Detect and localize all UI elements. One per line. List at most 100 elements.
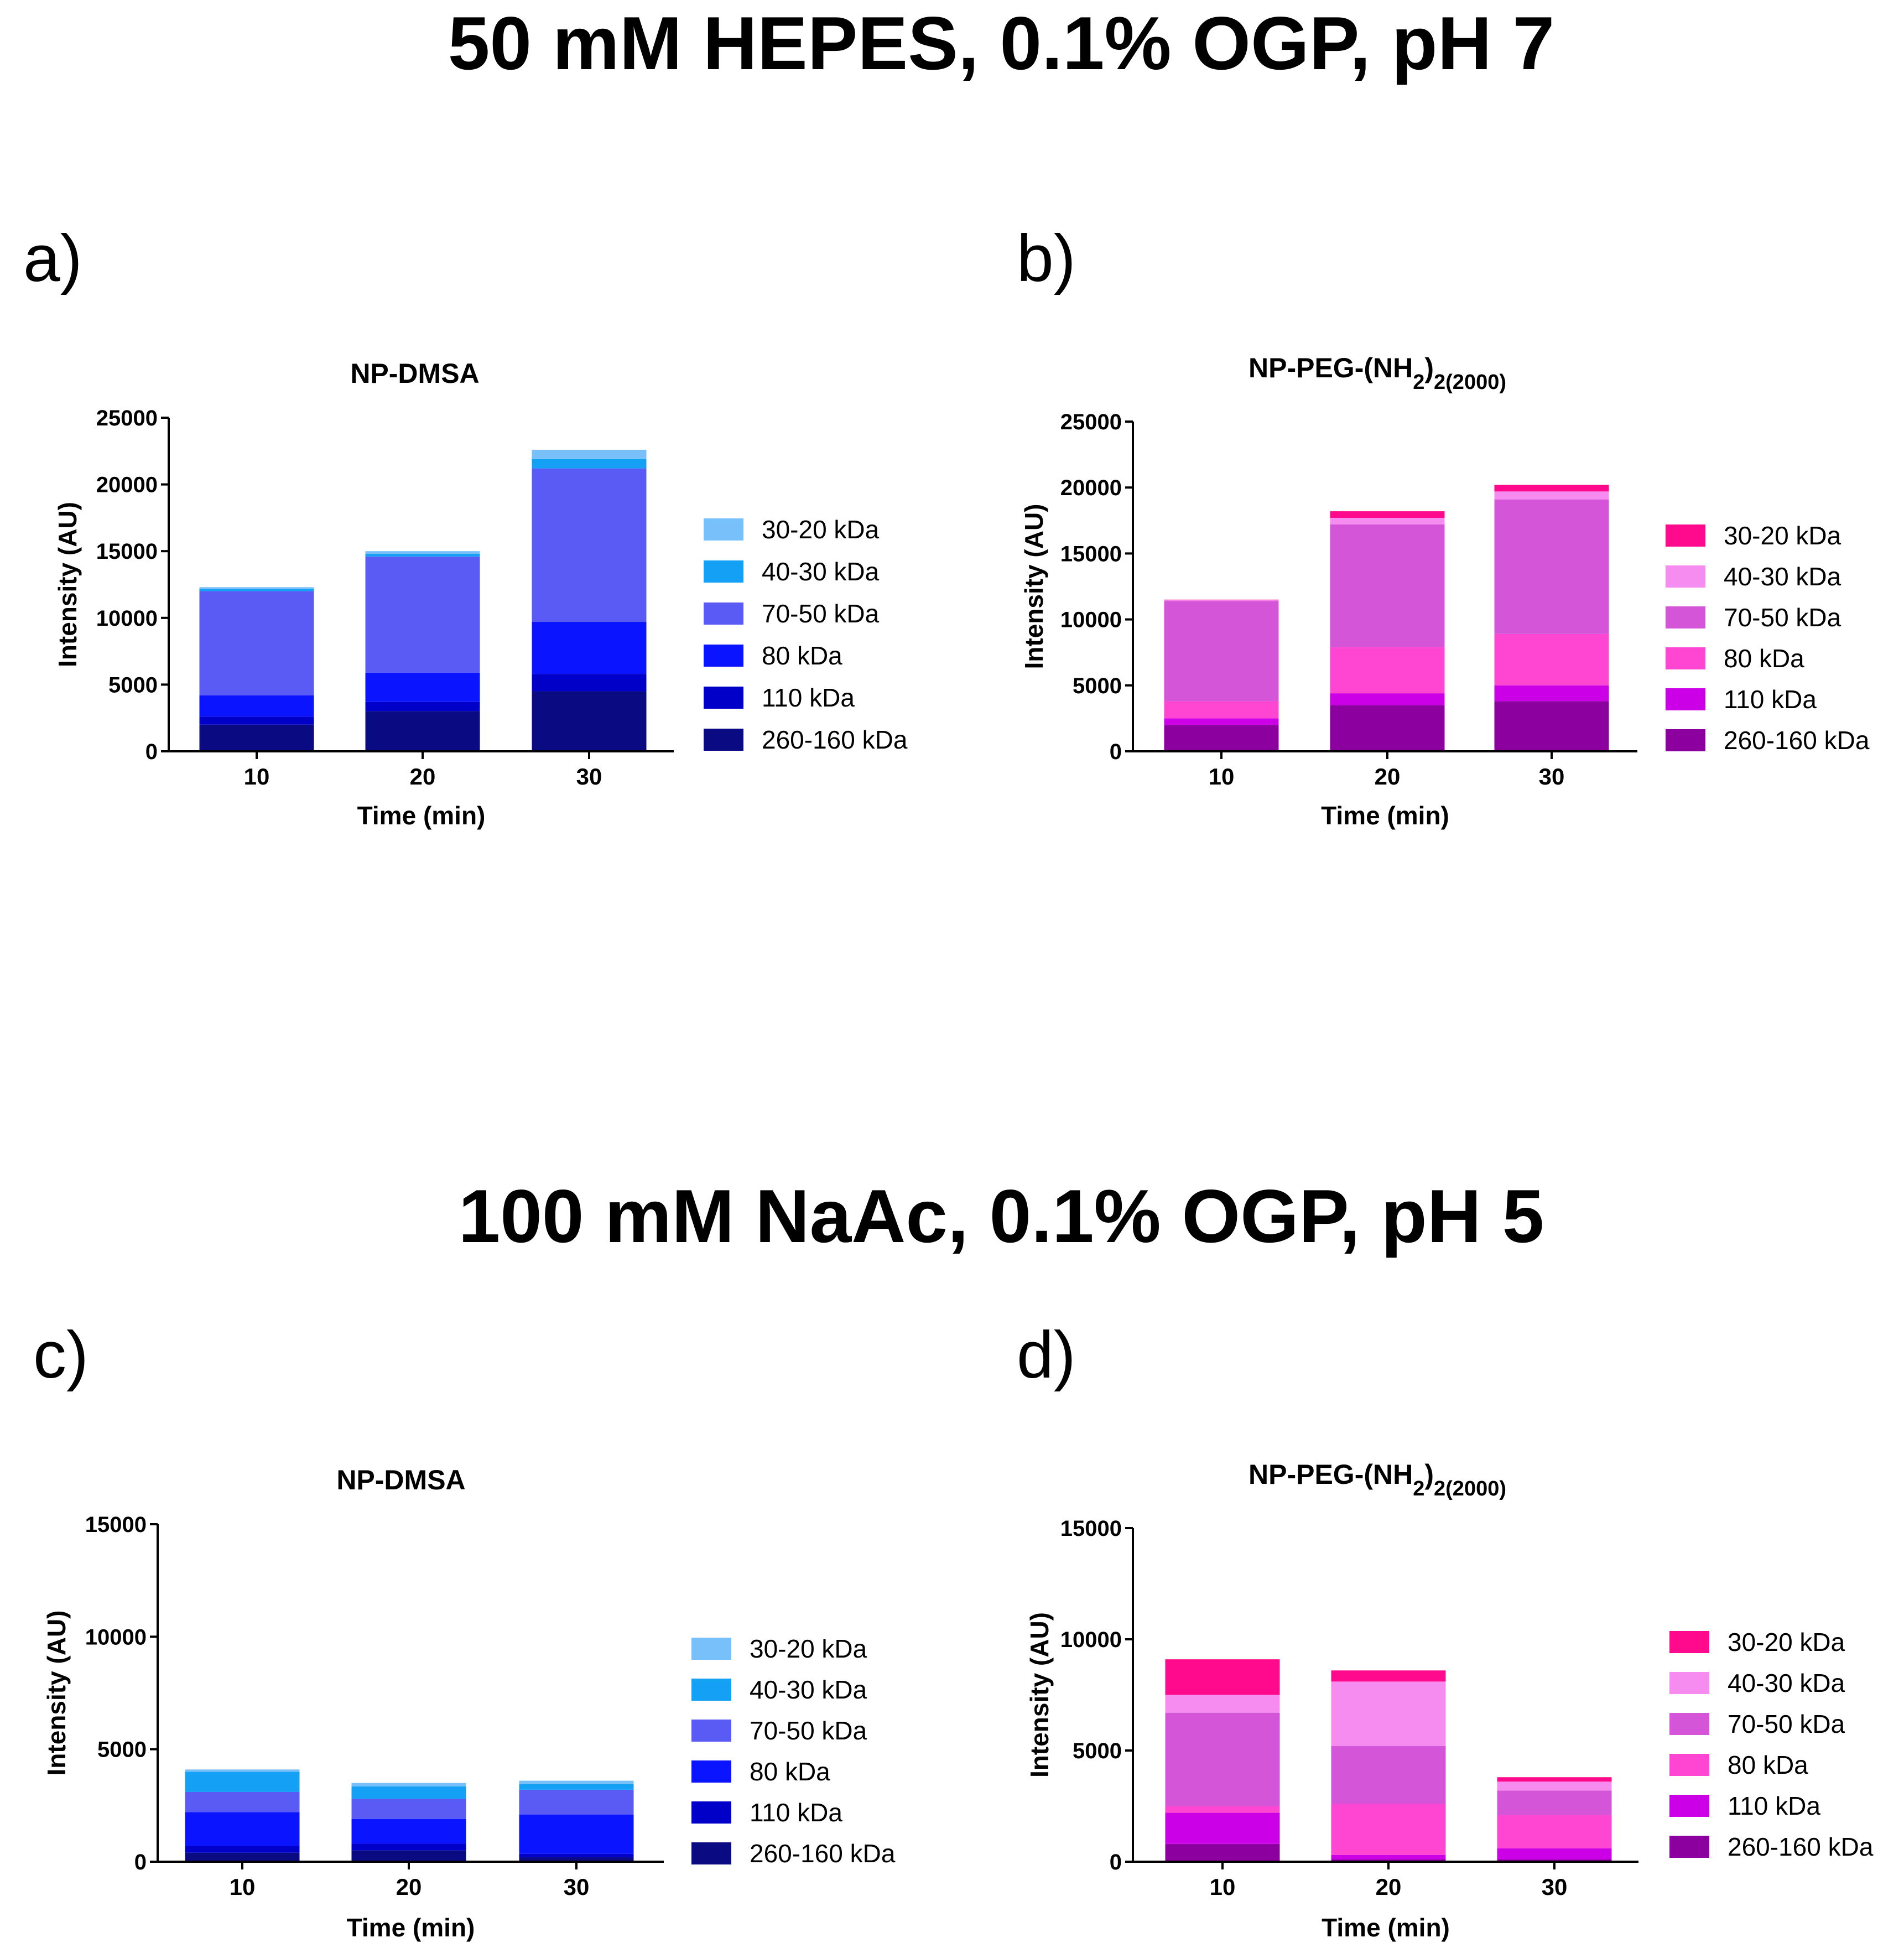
bar-segment [185,1852,300,1862]
y-tick-label: 15000 [96,539,158,564]
bar-segment [1331,1681,1446,1746]
bar-segment [519,1853,634,1857]
legend-swatch [704,602,743,625]
chart-a: NP-DMSA 0 5000 10000 15000 20000 25000 10 20 30 Ti… [53,358,908,830]
x-tick-label: 20 [1375,763,1401,789]
bar-segment [532,468,647,622]
legend-swatch [704,645,743,667]
bar-segment [519,1789,634,1815]
y-tick-label: 25000 [1060,410,1122,434]
bar-segment [1497,1848,1612,1859]
y-tick-label: 10000 [85,1625,147,1649]
bar-segment [1497,1815,1612,1848]
x-tick-label: 10 [244,763,270,789]
bar-segment [1165,1806,1280,1813]
legend-label: 260-160 kDa [1728,1832,1874,1861]
chart-title: NP-PEG-(NH2)2(2000) [1248,352,1506,394]
panel-label-b: b) [1017,221,1076,295]
legend-label: 80 kDa [762,641,842,670]
legend-swatch [1669,1672,1709,1694]
bar-segment [1331,1855,1446,1859]
bar-segment [1330,705,1445,751]
x-tick-label: 20 [396,1874,422,1900]
bar-segment [199,716,314,725]
bar-segment [1330,518,1445,524]
bar-segment [1494,499,1609,634]
chart-title: NP-DMSA [336,1464,465,1495]
bar-segment [1497,1777,1612,1782]
bar-segment [1330,693,1445,705]
legend-label: 260-160 kDa [1724,726,1870,755]
legend-label: 70-50 kDa [762,599,880,628]
bar-segment [1165,1695,1280,1713]
bar-segment [1331,1859,1446,1862]
legend-swatch [1669,1713,1709,1735]
y-tick-label: 15000 [1060,542,1122,566]
bar-segment [1331,1746,1446,1804]
legend-label: 80 kDa [750,1757,830,1786]
bar-segment [365,672,480,702]
bar-segment [532,459,647,469]
y-tick-label: 0 [134,1850,147,1874]
bar-segment [1497,1859,1612,1862]
legend-swatch [691,1679,731,1701]
panel-label-a: a) [23,221,82,295]
legend-swatch [691,1760,731,1783]
legend-label: 70-50 kDa [750,1716,867,1745]
bar-segment [1165,1812,1280,1844]
panel-label-d: d) [1017,1318,1076,1392]
bar-segment [1164,725,1279,751]
legend-label: 40-30 kDa [762,557,880,586]
bar-segment [351,1799,466,1819]
bar-segment [185,1812,300,1846]
x-axis-label: Time (min) [347,1913,475,1942]
legend-swatch [1666,565,1705,588]
legend-label: 110 kDa [750,1798,842,1827]
legend-label: 110 kDa [1724,685,1817,714]
y-tick-label: 0 [1110,740,1122,764]
bar-segment [1497,1790,1612,1815]
x-tick-label: 10 [1210,1874,1236,1900]
legend-label: 30-20 kDa [1724,521,1841,550]
y-axis-label: Intensity (AU) [53,502,82,667]
legend-swatch [704,560,743,583]
bar-segment [1165,1659,1280,1695]
bar-segment [185,1846,300,1853]
legend-label: 260-160 kDa [750,1839,896,1868]
bar-segment [1497,1781,1612,1791]
y-tick-label: 10000 [1060,608,1122,632]
chart-title: NP-DMSA [350,358,479,389]
x-tick-label: 30 [1542,1874,1568,1900]
bar-segment [519,1780,634,1784]
bar-segment [365,702,480,711]
legend-label: 30-20 kDa [1728,1628,1845,1656]
bar-segment [1164,701,1279,719]
x-tick-label: 20 [410,763,436,789]
bar-segment [365,711,480,751]
y-tick-label: 15000 [1060,1516,1122,1541]
legend-swatch [704,518,743,541]
bar-segment [1164,718,1279,725]
y-tick-label: 5000 [1073,674,1122,698]
bar-segment [199,587,314,589]
legend-swatch [1669,1836,1709,1858]
legend-swatch [691,1842,731,1864]
bar-segment [351,1786,466,1799]
section-title-bottom: 100 mM NaAc, 0.1% OGP, pH 5 [459,1174,1544,1258]
legend-label: 70-50 kDa [1728,1710,1845,1738]
bar-segment [1331,1670,1446,1682]
legend-swatch [691,1720,731,1742]
bar-segment [1494,685,1609,702]
bar-segment [519,1814,634,1854]
chart-c: NP-DMSA 0 5000 10000 15000 10 20 30 Time (min) In… [42,1464,896,1942]
bar-segment [351,1819,466,1844]
bar-segment [365,554,480,557]
legend-label: 110 kDa [1728,1791,1820,1820]
x-axis-label: Time (min) [1322,1913,1450,1942]
legend-swatch [704,729,743,751]
bar-segment [1164,600,1279,601]
legend-label: 260-160 kDa [762,725,908,754]
x-tick-label: 20 [1376,1874,1402,1900]
legend-swatch [691,1638,731,1660]
legend-swatch [1669,1631,1709,1653]
